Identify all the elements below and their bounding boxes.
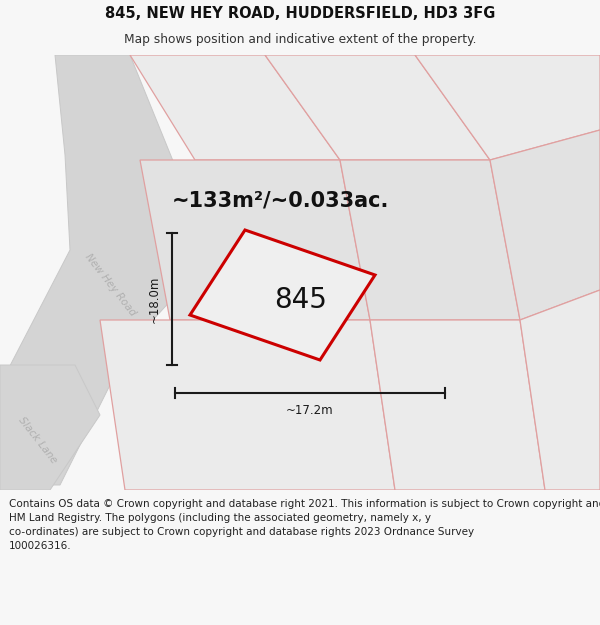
Polygon shape: [140, 160, 370, 320]
Text: New Hey Road: New Hey Road: [83, 252, 137, 318]
Text: Contains OS data © Crown copyright and database right 2021. This information is : Contains OS data © Crown copyright and d…: [9, 499, 600, 551]
Text: ~17.2m: ~17.2m: [286, 404, 334, 418]
Polygon shape: [520, 290, 600, 490]
Text: 845, NEW HEY ROAD, HUDDERSFIELD, HD3 3FG: 845, NEW HEY ROAD, HUDDERSFIELD, HD3 3FG: [105, 6, 495, 21]
Text: Map shows position and indicative extent of the property.: Map shows position and indicative extent…: [124, 33, 476, 46]
Text: ~133m²/~0.033ac.: ~133m²/~0.033ac.: [172, 190, 389, 210]
Polygon shape: [370, 320, 545, 490]
Polygon shape: [190, 230, 375, 360]
Polygon shape: [490, 130, 600, 320]
Polygon shape: [0, 55, 195, 485]
Polygon shape: [100, 320, 395, 490]
Polygon shape: [130, 55, 340, 160]
Polygon shape: [340, 160, 520, 320]
Text: Slack Lane: Slack Lane: [17, 415, 59, 465]
Text: 845: 845: [274, 286, 327, 314]
Text: ~18.0m: ~18.0m: [148, 275, 161, 322]
Polygon shape: [265, 55, 490, 160]
Polygon shape: [0, 365, 100, 490]
Polygon shape: [415, 55, 600, 160]
